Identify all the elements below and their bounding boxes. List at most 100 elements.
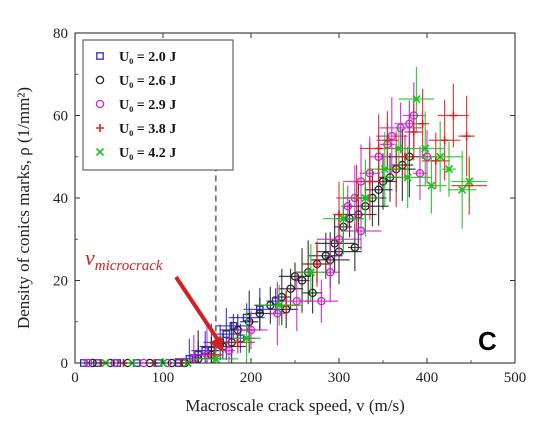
marker-cross [465,177,474,186]
marker-plus [96,124,104,132]
marker-circle [308,288,317,298]
x-tick-label: 400 [416,370,439,386]
data-point [257,284,302,326]
series-4 [101,66,488,368]
marker-cross [436,152,445,161]
marker-circle [317,296,326,306]
data-point [442,141,456,197]
marker-circle [224,346,234,355]
data-point [323,182,364,255]
marker-cross [361,193,370,203]
data-point [357,143,382,220]
annotation-arrow-shaft [174,275,222,344]
marker-cross [427,181,436,190]
panel-letter: C [478,326,497,356]
marker-circle [244,317,254,326]
x-tick-label: 500 [504,370,527,386]
x-tick-label: 0 [71,370,79,386]
axes: 0 100 200 300 400 500 0 20 40 60 80 Macroscale crac… [14,26,526,415]
x-tick-label: 200 [240,370,263,386]
y-tick-label: 40 [53,191,68,207]
y-axis-label: Density of conics marks, ρ (1/mm²) [14,87,33,329]
y-tick-label: 80 [53,26,68,42]
data-point [269,281,286,346]
legend: U₀ = 2.0 J U₀ = 2.6 J U₀ = 2.9 J U₀ = 3.8 J… [82,39,234,171]
marker-cross [403,173,412,182]
legend-item: U₀ = 2.0 J [96,50,176,65]
data-point [232,308,261,363]
marker-square [96,52,104,60]
marker-circle [405,119,414,129]
marker-circle [246,325,256,335]
data-point [295,244,326,301]
marker-plus [335,210,343,219]
marker-circle [356,226,366,236]
marker-circle [95,75,105,85]
marker-cross [275,301,284,310]
data-point [349,159,382,237]
marker-square [229,322,238,330]
marker-circle [273,309,282,318]
data-point [437,83,469,148]
legend-label: U₀ = 3.8 J [119,122,176,137]
marker-circle [374,185,383,194]
marker-circle [290,272,300,281]
legend-item: U₀ = 3.8 J [96,122,176,137]
data-point [304,279,338,323]
marker-plus [409,128,418,136]
legend-box [82,39,234,171]
marker-cross [339,214,348,223]
marker-circle [95,99,105,109]
x-axis-label: Macroscale crack speed, v (m/s) [185,396,404,415]
data-point [451,159,488,204]
x-tick-label: 300 [328,370,351,386]
data-point [222,334,236,363]
marker-plus [440,136,449,145]
legend-item: U₀ = 2.6 J [95,74,176,89]
data-point [418,121,463,193]
marker-circle [277,292,287,302]
data-point [458,95,475,177]
marker-cross [394,144,403,153]
legend-label: U₀ = 2.9 J [119,98,176,113]
marker-cross [444,165,454,174]
y-tick-label: 60 [53,109,68,125]
marker-plus [431,156,440,165]
marker-cross [421,144,430,153]
marker-plus [462,132,471,141]
annotation-subscript: microcrack [95,258,163,274]
legend-item: U₀ = 4.2 J [95,146,176,161]
data-point [278,268,303,309]
marker-circle [343,201,353,211]
marker-plus [374,144,383,153]
data-point [367,132,403,207]
marker-cross [211,354,220,363]
data-point [428,99,461,181]
legend-label: U₀ = 2.0 J [119,50,176,65]
data-point [302,272,323,314]
legend-item: U₀ = 2.9 J [95,98,176,113]
data-point [398,66,435,132]
data-point [416,88,430,159]
y-tick-label: 0 [61,356,69,372]
marker-circle [325,267,335,277]
marker-plus [313,260,321,268]
marker-cross [242,334,251,343]
marker-circle [286,284,295,293]
data-point [220,331,256,354]
marker-plus [449,111,458,120]
data-point [404,103,424,161]
y-tick-label: 20 [53,274,68,290]
marker-cross [412,94,421,104]
marker-plus [365,177,374,186]
data-point [302,241,332,287]
data-point [384,146,432,209]
data-point [416,157,447,214]
marker-cross [380,165,389,174]
data-point [279,262,311,291]
marker-plus [233,338,242,347]
data-point [405,111,445,186]
legend-label: U₀ = 4.2 J [119,146,176,161]
data-point [376,111,399,170]
